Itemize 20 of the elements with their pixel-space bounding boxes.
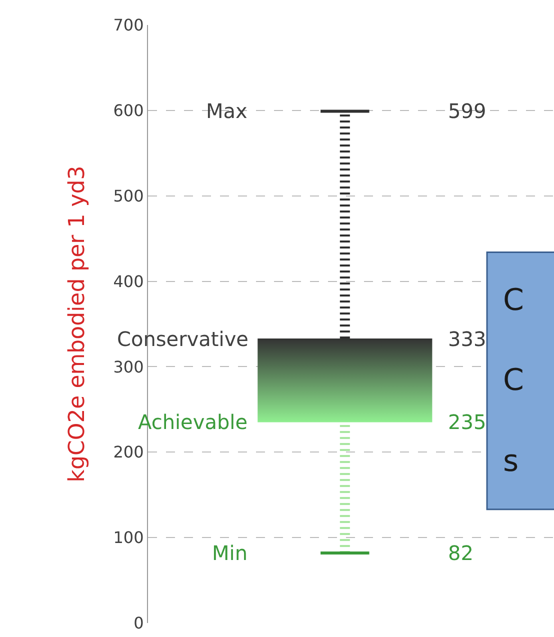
y-tick-label: 700 <box>113 16 144 35</box>
y-tick-label: 500 <box>113 186 144 206</box>
annotation: 333 <box>448 327 486 351</box>
annotation: Min <box>212 541 248 565</box>
annotation: C <box>503 283 524 318</box>
annotation: C <box>503 363 524 398</box>
y-tick-label: 200 <box>113 442 144 462</box>
annotation: Conservative <box>117 327 248 351</box>
annotation: s <box>503 444 519 479</box>
annotation: Max <box>206 99 248 123</box>
annotation: Achievable <box>138 410 248 434</box>
y-tick-label: 600 <box>113 101 144 120</box>
y-tick-label: 100 <box>113 528 144 548</box>
y-tick-label: 400 <box>113 272 144 291</box>
annotation: 82 <box>448 541 474 565</box>
annotation: 235 <box>448 410 486 434</box>
annotation: 599 <box>448 99 486 123</box>
y-axis-title: kgCO2e embodied per 1 yd3 <box>65 166 90 482</box>
y-tick-label: 0 <box>134 614 144 633</box>
y-tick-label: 300 <box>113 357 144 376</box>
